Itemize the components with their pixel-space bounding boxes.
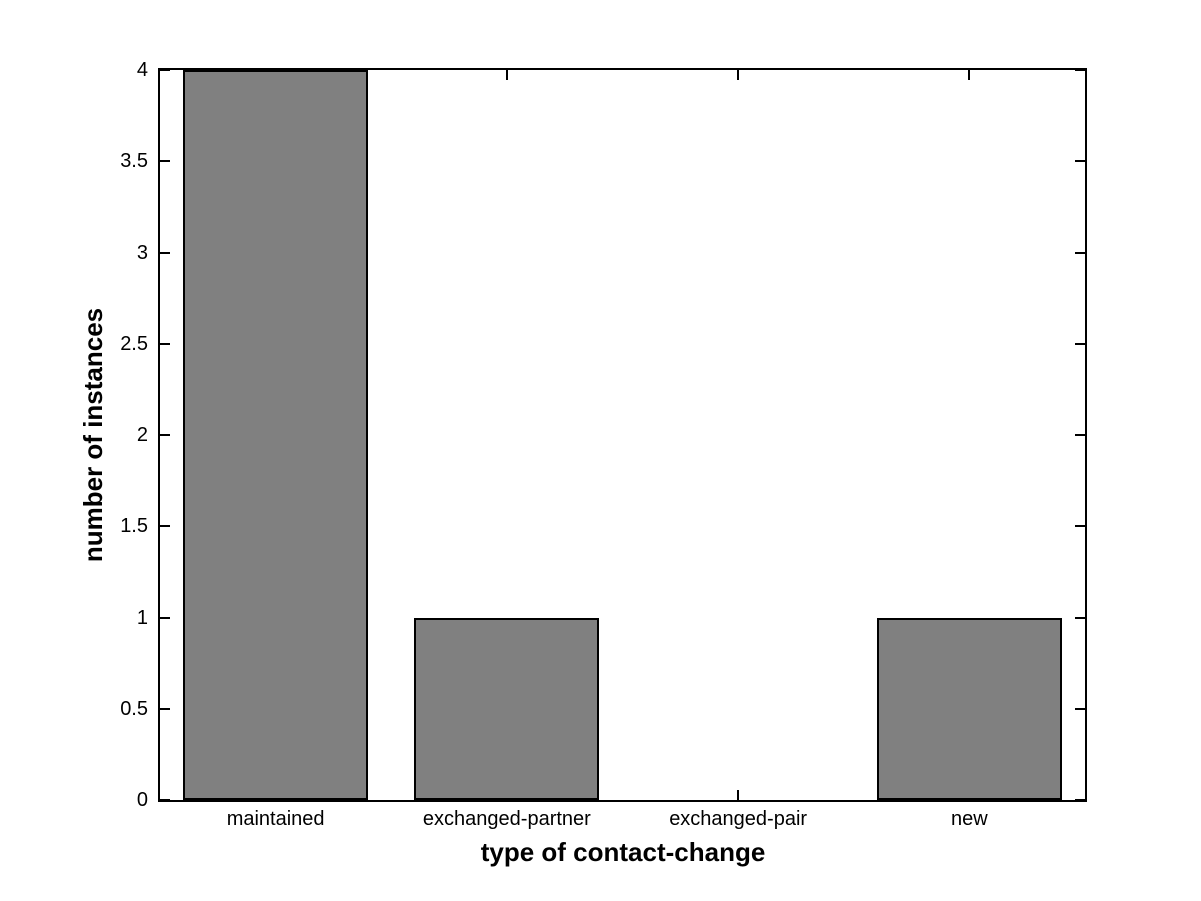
- bar-exchanged-partner: [414, 617, 600, 800]
- x-tick-label: new: [951, 808, 988, 830]
- y-tick-label: 0.5: [120, 697, 148, 720]
- y-tick-mirror: [1075, 799, 1085, 801]
- y-tick-label: 2.5: [120, 332, 148, 355]
- y-tick: [160, 799, 170, 801]
- y-tick-mirror: [1075, 69, 1085, 71]
- plot-area: [158, 68, 1087, 802]
- x-tick-mirror: [737, 70, 740, 80]
- y-tick-mirror: [1075, 525, 1085, 528]
- y-tick: [160, 251, 170, 254]
- x-tick-label: exchanged-partner: [422, 808, 591, 830]
- y-tick-mirror: [1075, 707, 1085, 710]
- x-tick-mirror: [505, 70, 508, 80]
- x-tick-mirror: [968, 70, 971, 80]
- y-tick-label: 3: [136, 241, 148, 264]
- y-tick-label: 2: [136, 424, 148, 446]
- bar-maintained: [183, 70, 369, 800]
- y-tick-mirror: [1075, 251, 1085, 254]
- y-tick: [160, 69, 170, 71]
- y-tick-mirror: [1075, 342, 1085, 345]
- bar-new: [876, 617, 1062, 800]
- y-tick-label: 1.5: [120, 515, 148, 538]
- y-tick-label: 0: [136, 789, 148, 811]
- y-tick-mirror: [1075, 434, 1085, 436]
- y-tick: [160, 434, 170, 436]
- x-tick-label: maintained: [226, 808, 325, 830]
- y-tick: [160, 616, 170, 619]
- y-tick-label: 4: [136, 59, 148, 81]
- y-tick: [160, 525, 170, 528]
- y-tick-mirror: [1075, 160, 1085, 163]
- y-tick: [160, 707, 170, 710]
- x-tick: [737, 790, 740, 800]
- y-tick-label: 3.5: [120, 150, 148, 173]
- x-axis-label: type of contact-change: [480, 837, 766, 867]
- y-tick: [160, 342, 170, 345]
- y-tick-label: 1: [136, 606, 148, 629]
- y-tick-mirror: [1075, 616, 1085, 619]
- x-tick-label: exchanged-pair: [669, 808, 808, 830]
- y-tick: [160, 160, 170, 163]
